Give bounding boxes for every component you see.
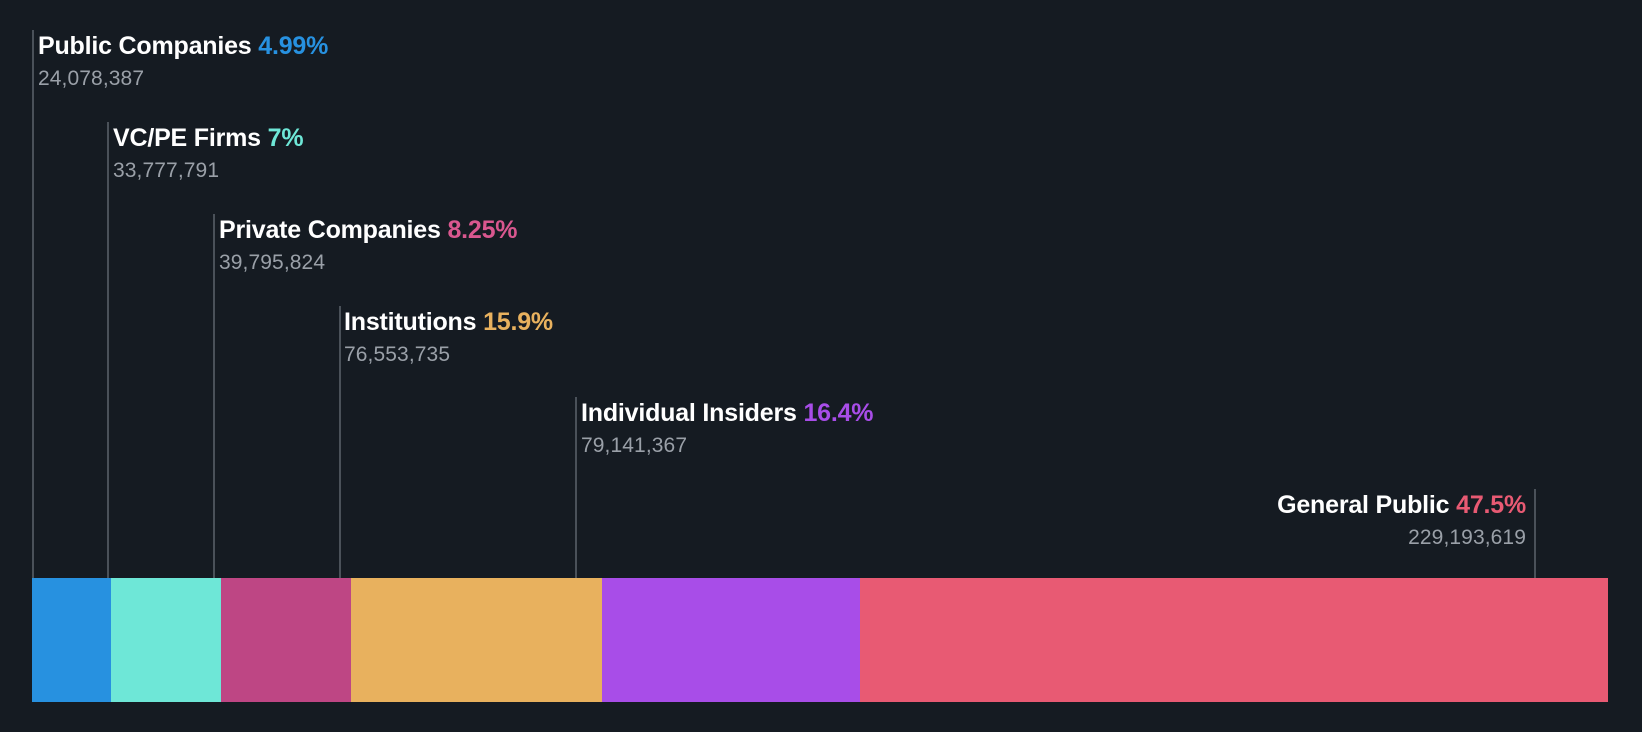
leader-line-institutions	[339, 306, 341, 578]
label-shares-public-companies: 24,078,387	[38, 67, 145, 90]
label-title-public-companies: Public Companies 4.99%	[38, 33, 328, 59]
label-percent-general-public: 47.5%	[1456, 491, 1526, 519]
leader-line-private-companies	[213, 214, 215, 578]
bar-segment-private-companies[interactable]	[220, 578, 351, 702]
label-percent-private-companies: 8.25%	[447, 216, 518, 244]
label-title-general-public: General Public 47.5%	[1277, 492, 1526, 518]
label-title-individual-insiders: Individual Insiders 16.4%	[581, 399, 874, 427]
ownership-stacked-bar	[32, 578, 1608, 702]
label-shares-institutions: 76,553,735	[344, 343, 451, 366]
bar-segment-public-companies[interactable]	[32, 578, 111, 702]
label-percent-individual-insiders: 16.4%	[803, 399, 874, 427]
bar-segment-vc-pe-firms[interactable]	[110, 578, 221, 702]
label-name-private-companies: Private Companies	[219, 216, 441, 244]
leader-line-general-public	[1534, 489, 1536, 578]
label-shares-vc-pe-firms: 33,777,791	[113, 159, 220, 182]
leader-line-public-companies	[32, 30, 34, 578]
label-name-individual-insiders: Individual Insiders	[581, 399, 797, 427]
bar-segment-general-public[interactable]	[860, 578, 1608, 702]
label-percent-public-companies: 4.99%	[258, 32, 329, 60]
bar-segment-institutions[interactable]	[350, 578, 602, 702]
label-name-public-companies: Public Companies	[38, 32, 252, 60]
leader-line-individual-insiders	[575, 397, 577, 578]
label-shares-general-public: 229,193,619	[1408, 526, 1526, 549]
label-name-general-public: General Public	[1277, 491, 1450, 519]
label-shares-private-companies: 39,795,824	[219, 251, 326, 274]
label-shares-individual-insiders: 79,141,367	[581, 434, 688, 457]
label-title-private-companies: Private Companies 8.25%	[219, 216, 518, 244]
label-name-institutions: Institutions	[344, 308, 477, 336]
label-public-companies: Public Companies 4.99% 24,078,387	[38, 33, 328, 90]
bar-segment-individual-insiders[interactable]	[601, 578, 860, 702]
label-percent-vc-pe-firms: 7%	[267, 124, 304, 152]
label-institutions: Institutions 15.9% 76,553,735	[344, 309, 553, 366]
label-individual-insiders: Individual Insiders 16.4% 79,141,367	[581, 399, 874, 457]
label-vc-pe-firms: VC/PE Firms 7% 33,777,791	[113, 124, 304, 182]
label-general-public: General Public 47.5% 229,193,619	[1277, 492, 1526, 549]
label-private-companies: Private Companies 8.25% 39,795,824	[219, 216, 518, 274]
leader-line-vc-pe-firms	[107, 122, 109, 578]
label-name-vc-pe-firms: VC/PE Firms	[113, 124, 261, 152]
label-percent-institutions: 15.9%	[483, 308, 553, 336]
label-title-institutions: Institutions 15.9%	[344, 309, 553, 335]
label-title-vc-pe-firms: VC/PE Firms 7%	[113, 124, 304, 152]
